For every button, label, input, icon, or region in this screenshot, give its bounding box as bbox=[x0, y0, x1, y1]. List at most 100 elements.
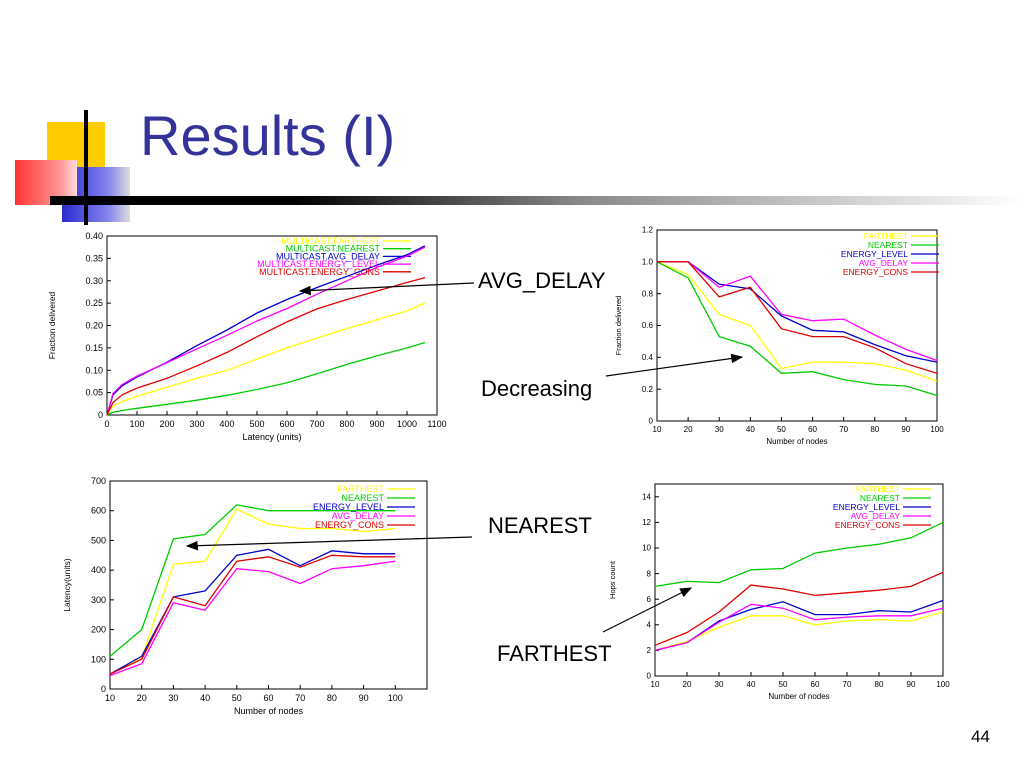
c3-x-tick-label: 50 bbox=[232, 693, 242, 703]
c3-y-tick-label: 300 bbox=[91, 595, 106, 605]
c2-x-tick-label: 10 bbox=[653, 425, 662, 434]
c4-x-tick-label: 40 bbox=[747, 680, 756, 689]
c2-x-axis-label: Number of nodes bbox=[766, 437, 827, 446]
c3-series-farthest bbox=[109, 508, 396, 675]
c4-y-tick-label: 8 bbox=[647, 569, 652, 578]
c2-legend-label: ENERGY_LEVEL bbox=[841, 249, 908, 259]
c4-x-tick-label: 90 bbox=[907, 680, 916, 689]
c3-legend-label: AVG_DELAY bbox=[332, 511, 384, 521]
c1-x-tick-label: 1000 bbox=[397, 419, 417, 429]
c4-plot-frame bbox=[654, 483, 944, 677]
callout-farthest: FARTHEST bbox=[497, 641, 612, 666]
c2-x-tick-label: 70 bbox=[839, 425, 848, 434]
callout-nearest: NEAREST bbox=[488, 513, 592, 538]
c2-series-nearest bbox=[656, 261, 938, 397]
c1-x-tick-label: 1100 bbox=[427, 419, 446, 429]
c1-x-axis-label: Latency (units) bbox=[242, 432, 301, 442]
c3-x-tick-label: 10 bbox=[105, 693, 115, 703]
c2-x-tick-label: 20 bbox=[684, 425, 693, 434]
c3-x-tick-label: 20 bbox=[137, 693, 147, 703]
c3-legend-label: ENERGY_LEVEL bbox=[313, 502, 384, 512]
c1-x-tick-label: 200 bbox=[159, 419, 174, 429]
c1-y-tick-label: 0.25 bbox=[85, 298, 103, 308]
c2-series-energy-level bbox=[657, 261, 938, 363]
c4-x-tick-label: 80 bbox=[875, 680, 884, 689]
c4-y-tick-label: 4 bbox=[647, 620, 652, 629]
c3-x-tick-label: 70 bbox=[295, 693, 305, 703]
c1-legend-label: MULTICAST.FARTHEST bbox=[281, 236, 380, 246]
c3-series-energy-level bbox=[109, 548, 396, 675]
c1-x-tick-label: 400 bbox=[219, 419, 234, 429]
c1-x-tick-label: 700 bbox=[309, 419, 324, 429]
c2-legend-label: ENERGY_CONS bbox=[843, 267, 909, 277]
c4-y-tick-label: 6 bbox=[647, 595, 652, 604]
c4-series-avg-delay bbox=[654, 603, 944, 652]
c3-y-axis-label: Latency(units) bbox=[62, 558, 72, 612]
c1-y-tick-label: 0.20 bbox=[85, 321, 103, 331]
c1-x-tick-label: 100 bbox=[129, 419, 144, 429]
slide-title: Results (I) bbox=[140, 104, 396, 167]
callout-decreasing: Decreasing bbox=[481, 376, 593, 401]
c4-legend-label: NEAREST bbox=[860, 493, 900, 503]
c2-x-tick-label: 30 bbox=[715, 425, 724, 434]
c3-series-avg-delay bbox=[109, 560, 396, 677]
c1-series-multicast-nearest bbox=[106, 341, 426, 416]
title-underline bbox=[50, 196, 1024, 205]
c3-series-energy-cons bbox=[109, 554, 396, 675]
c4-x-tick-label: 10 bbox=[651, 680, 660, 689]
c4-x-tick-label: 50 bbox=[779, 680, 788, 689]
c2-y-tick-label: 0.2 bbox=[642, 385, 654, 394]
c3-x-tick-label: 60 bbox=[263, 693, 273, 703]
c2-y-tick-label: 1.0 bbox=[642, 258, 654, 267]
c3-y-tick-label: 100 bbox=[91, 654, 106, 664]
c1-x-tick-label: 600 bbox=[279, 419, 294, 429]
c3-x-tick-label: 100 bbox=[388, 693, 403, 703]
c1-series-multicast-avg-delay bbox=[106, 245, 426, 416]
c3-x-tick-label: 30 bbox=[168, 693, 178, 703]
c3-y-tick-label: 200 bbox=[91, 625, 106, 635]
c4-x-tick-label: 100 bbox=[936, 680, 950, 689]
c2-legend-label: FARTHEST bbox=[864, 231, 908, 241]
c3-legend-label: ENERGY_CONS bbox=[315, 520, 384, 530]
c4-series-farthest bbox=[654, 611, 944, 652]
c1-series-multicast-farthest bbox=[106, 302, 426, 416]
c1-x-tick-label: 0 bbox=[104, 419, 109, 429]
c4-x-tick-label: 30 bbox=[715, 680, 724, 689]
c3-x-tick-label: 40 bbox=[200, 693, 210, 703]
c2-series-avg-delay bbox=[657, 261, 938, 362]
c2-series-energy-cons bbox=[657, 261, 938, 374]
c3-legend-label: FARTHEST bbox=[337, 484, 384, 494]
c1-y-tick-label: 0.30 bbox=[85, 276, 103, 286]
c2-y-tick-label: 0.6 bbox=[642, 321, 654, 330]
c1-y-tick-label: 0.15 bbox=[85, 343, 103, 353]
c3-series-nearest bbox=[109, 504, 396, 657]
c2-x-tick-label: 100 bbox=[930, 425, 944, 434]
c2-y-axis-label: Fraction delivered bbox=[614, 296, 623, 356]
c4-legend-label: AVG_DELAY bbox=[851, 511, 901, 521]
c4-y-axis-label: Hops count bbox=[608, 560, 617, 599]
c4-x-tick-label: 60 bbox=[811, 680, 820, 689]
c1-x-tick-label: 800 bbox=[339, 419, 354, 429]
c3-x-tick-label: 90 bbox=[359, 693, 369, 703]
c1-legend-label: MULTICAST.ENERGY_CONS bbox=[259, 267, 380, 277]
c3-legend-label: NEAREST bbox=[341, 493, 384, 503]
c1-series-multicast-energy-cons bbox=[106, 276, 426, 416]
c2-legend-label: NEAREST bbox=[868, 240, 908, 250]
c1-x-tick-label: 300 bbox=[189, 419, 204, 429]
c2-plot-frame bbox=[656, 229, 938, 422]
c2-y-tick-label: 0.8 bbox=[642, 289, 654, 298]
c4-legend-label: FARTHEST bbox=[856, 484, 900, 494]
c2-series-farthest bbox=[656, 261, 938, 382]
c4-legend-label: ENERGY_CONS bbox=[835, 520, 901, 530]
c4-legend-label: ENERGY_LEVEL bbox=[833, 502, 900, 512]
c1-series-multicast-energy-level bbox=[106, 246, 426, 416]
c2-x-tick-label: 40 bbox=[746, 425, 755, 434]
c3-x-axis-label: Number of nodes bbox=[234, 706, 304, 716]
c1-y-tick-label: 0 bbox=[98, 410, 103, 420]
c3-plot-frame bbox=[109, 480, 428, 690]
c2-x-tick-label: 60 bbox=[808, 425, 817, 434]
c2-y-tick-label: 1.2 bbox=[642, 226, 654, 235]
c4-x-tick-label: 20 bbox=[683, 680, 692, 689]
c2-y-tick-label: 0 bbox=[649, 417, 654, 426]
c4-y-tick-label: 0 bbox=[647, 672, 652, 681]
